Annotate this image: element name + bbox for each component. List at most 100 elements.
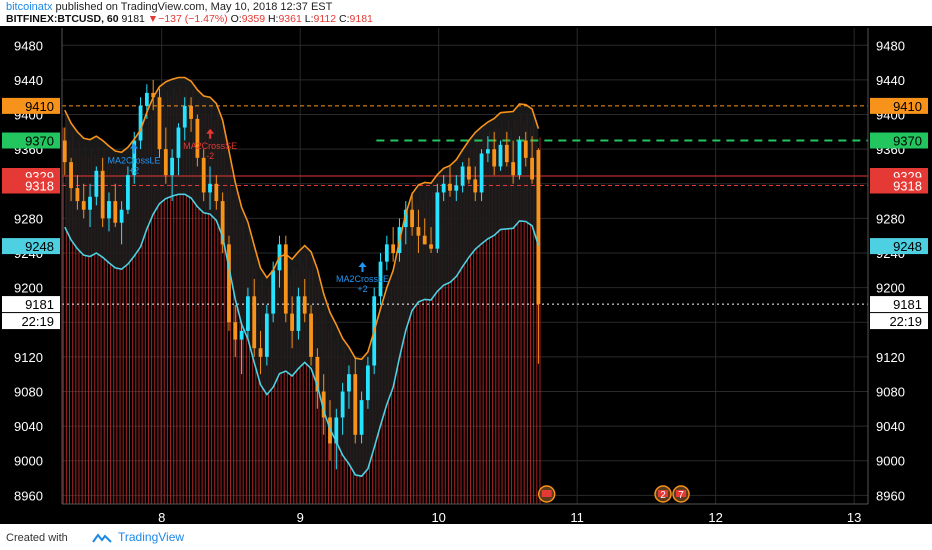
- candle: [176, 127, 181, 158]
- candle: [473, 179, 478, 193]
- x-tick-label: 11: [570, 510, 584, 524]
- candle: [233, 322, 238, 340]
- candle: [334, 417, 339, 444]
- y-tick-label-right: 9120: [876, 350, 905, 365]
- candle: [378, 261, 383, 297]
- y-tick-label-right: 8960: [876, 488, 905, 503]
- candle: [511, 162, 516, 176]
- x-tick-label: 12: [708, 510, 722, 524]
- price-label-left: 9410: [25, 99, 54, 114]
- price-label-right: 9370: [893, 134, 922, 149]
- close-label: C:: [339, 13, 350, 25]
- publish-info: published on TradingView.com, May 10, 20…: [52, 1, 333, 13]
- candle: [479, 153, 484, 193]
- symbol[interactable]: BITFINEX:BTCUSD, 60: [6, 13, 119, 25]
- band-cloud: [64, 77, 539, 477]
- flag-stripes: [541, 490, 552, 497]
- candle: [498, 144, 503, 167]
- tradingview-logo-icon: [92, 533, 112, 543]
- candle: [271, 270, 276, 314]
- price-label-right: 9410: [893, 99, 922, 114]
- y-tick-label-right: 9480: [876, 38, 905, 53]
- chart-background: [0, 26, 932, 524]
- candle: [208, 183, 212, 193]
- price-label-right-bg: [870, 296, 928, 313]
- price-label-left-bg: [2, 132, 60, 149]
- candle: [454, 185, 459, 191]
- candle: [75, 188, 80, 202]
- candle: [151, 92, 156, 98]
- candle: [504, 144, 509, 163]
- countdown-label: 22:19: [889, 314, 922, 329]
- candle: [517, 140, 522, 176]
- price-label-right-bg: [870, 177, 928, 194]
- candle: [138, 105, 143, 141]
- signal-qty: +2: [129, 165, 139, 175]
- y-tick-label-right: 9200: [876, 281, 905, 296]
- candle: [182, 105, 187, 128]
- y-tick-label-right: 9080: [876, 384, 905, 399]
- candle: [81, 201, 86, 210]
- upper-band: [64, 76, 540, 361]
- candle: [391, 244, 396, 254]
- candle: [227, 244, 231, 323]
- tradingview-brand[interactable]: TradingView: [118, 530, 185, 544]
- candle: [365, 365, 370, 401]
- candle: [315, 356, 320, 392]
- y-tick-label-right: 9440: [876, 73, 905, 88]
- candle: [340, 391, 345, 418]
- low-value: 9112: [313, 13, 337, 25]
- candle: [441, 183, 446, 193]
- open-value: 9359: [241, 13, 266, 25]
- candle: [429, 244, 433, 249]
- publish-line: bitcoinatx published on TradingView.com,…: [6, 1, 332, 13]
- x-tick-label: 10: [431, 510, 445, 524]
- candle: [258, 348, 263, 357]
- signal-qty: -2: [206, 151, 214, 161]
- candle: [359, 400, 364, 435]
- lower-band: [64, 193, 540, 478]
- y-tick-label-left: 9000: [14, 454, 43, 469]
- candle: [94, 170, 99, 197]
- countdown-label: 22:19: [21, 314, 54, 329]
- candle: [163, 149, 168, 176]
- candle: [460, 166, 465, 186]
- horizontal-price-lines: [62, 105, 868, 305]
- last-price: 9181: [121, 13, 145, 25]
- event-count: 7: [678, 490, 684, 501]
- price-label-left-bg: [2, 177, 60, 194]
- symbol-line: BITFINEX:BTCUSD, 60 9181 ▼−137 (−1.47%) …: [6, 13, 373, 25]
- publisher-name[interactable]: bitcoinatx: [6, 1, 53, 13]
- event-count: 2: [660, 490, 666, 501]
- low-label: L:: [304, 13, 314, 25]
- candle: [126, 175, 130, 210]
- candle: [416, 227, 421, 236]
- price-label-left: 9181: [25, 297, 54, 312]
- candle: [492, 149, 497, 167]
- candle: [485, 149, 490, 154]
- signal-label: MA2CrossLE: [108, 155, 161, 165]
- candle: [422, 235, 427, 245]
- y-tick-label-left: 9120: [14, 350, 43, 365]
- y-tick-label-left: 8960: [14, 488, 43, 503]
- price-label-right: 9248: [893, 239, 922, 254]
- candle: [290, 313, 295, 331]
- price-label-right-bg: [870, 132, 928, 149]
- high-value: 9361: [278, 13, 302, 25]
- candle: [523, 140, 528, 158]
- y-tick-label-left: 9200: [14, 281, 43, 296]
- price-label-left-bg: [2, 97, 60, 114]
- y-tick-label-left: 9040: [14, 419, 43, 434]
- open-label: O:: [230, 13, 242, 25]
- candle: [403, 209, 408, 228]
- change-arrow: ▼: [147, 13, 159, 25]
- candle: [309, 313, 313, 357]
- candle: [170, 157, 175, 176]
- candle: [530, 157, 534, 180]
- candle: [246, 296, 250, 331]
- candle: [201, 157, 206, 193]
